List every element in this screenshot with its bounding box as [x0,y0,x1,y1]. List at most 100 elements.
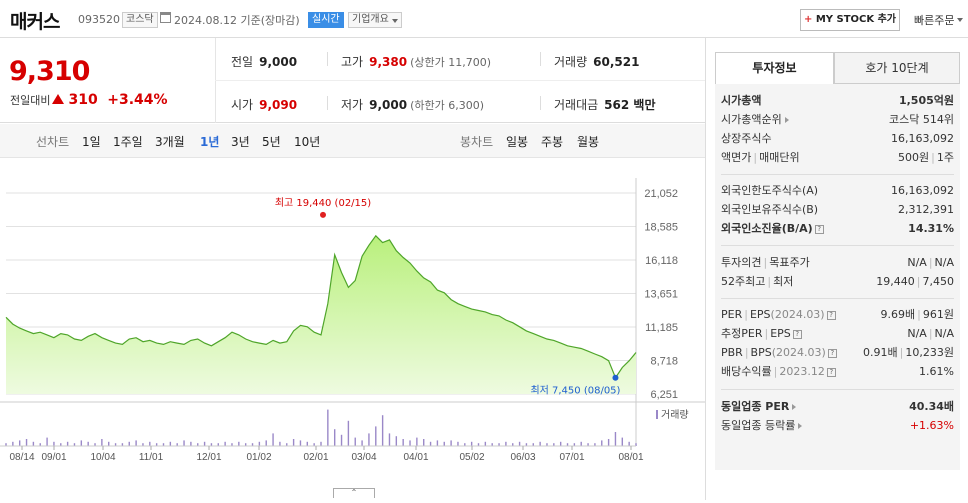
volume-bar [224,441,226,446]
volume-bar [128,441,130,446]
x-tick-label: 01/02 [246,452,271,463]
volume-bar [53,441,55,446]
volume-bar [251,443,254,446]
market-cap-row: 시가총액 1,505억원 [721,94,954,107]
y-tick-label: 16,118 [645,255,678,267]
volume-bar [12,441,14,446]
tab-monthly[interactable]: 월봉 [577,135,600,149]
volume-bar [607,439,610,446]
cap-rank-row[interactable]: 시가총액순위 코스닥 514위 [721,113,954,126]
volume-bar [518,441,521,446]
help-icon[interactable]: ? [814,224,824,234]
volume-bar [94,443,96,446]
volume-bar [135,440,137,446]
volume-bar [73,443,76,446]
volume-bar [333,429,336,446]
stock-code: 093520 [78,13,120,26]
industry-rate-row[interactable]: 동일업종 등락률 +1.63% [721,419,954,432]
volume-bar [553,443,555,446]
tab-weekly[interactable]: 주봉 [541,135,564,149]
volume-bar [66,441,69,446]
current-price: 9,310 [9,56,90,87]
tab-1d[interactable]: 1일 [82,135,101,149]
calendar-icon [160,12,171,23]
volume-bar [279,441,281,446]
volume-bar [402,439,404,446]
invest-info-list: 시가총액 1,505억원 시가총액순위 코스닥 514위 상장주식수 16,163,0… [715,84,960,470]
tab-daily[interactable]: 일봉 [506,135,529,149]
volume-bar [436,440,439,446]
par-value-row: 액면가 | 매매단위 500원 | 1주 [721,151,954,164]
help-icon[interactable]: ? [827,348,837,358]
volume-bar [525,443,528,446]
volume-bar [32,441,35,446]
volume-bar [457,441,459,446]
volume-bar [299,440,302,446]
volume-bar [306,441,309,446]
volume-bar [477,443,480,446]
arrow-right-icon [784,117,789,123]
tab-5y[interactable]: 5년 [262,135,281,149]
volume-bar [25,439,28,446]
volume-bar [347,420,350,446]
volume-bar [532,443,534,446]
quick-order-button[interactable]: 빠른주문 [914,12,963,28]
tab-1w[interactable]: 1주일 [113,135,143,149]
opinion-row: 투자의견 | 목표주가 N/A | N/A [721,256,954,269]
add-mystock-button[interactable]: + MY STOCK 추가 [800,9,900,31]
volume-bar [258,441,261,446]
volume-bar [443,441,445,446]
volume-bar [580,441,582,446]
help-icon[interactable]: ? [826,310,836,320]
industry-per-row[interactable]: 동일업종 PER 40.34배 [721,400,954,413]
x-tick-label: 10/04 [90,452,115,463]
volume-bar [114,443,117,446]
collapse-toggle-button[interactable]: ⌃ [333,488,375,498]
tab-orderbook[interactable]: 호가 10단계 [834,52,960,84]
arrow-right-icon [792,404,797,410]
volume-legend-swatch [656,410,658,419]
company-overview-dropdown[interactable]: 기업개요 [348,12,402,28]
up-arrow-icon [52,94,65,104]
tab-invest-info[interactable]: 투자정보 [715,52,834,84]
tab-3m[interactable]: 3개월 [155,135,185,149]
volume-bar [559,441,562,446]
volume-legend-label: 거래량 [661,409,689,421]
volume-bar [601,440,603,446]
tab-3y[interactable]: 3년 [231,135,250,149]
volume-bar [121,443,124,446]
stock-name: 매커스 [10,11,60,33]
help-icon[interactable]: ? [792,329,802,339]
volume-bar [244,443,247,446]
price-change: 전일대비 310 +3.44% [10,92,168,108]
volume-bar [108,441,110,446]
est-per-row: 추정PER | EPS? N/A | N/A [721,327,954,340]
x-tick-label: 04/01 [403,452,428,463]
y-tick-label: 11,185 [645,322,678,334]
y-tick-label: 6,251 [650,389,678,401]
volume-bar [594,443,596,446]
low-point [612,374,619,381]
price-chart[interactable]: 21,052 18,585 16,118 13,651 11,185 8,718 6,251… [0,158,705,500]
price-area [6,235,636,394]
chart-period-tabs: 선차트 1일 1주일 3개월 1년 3년 5년 10년 봉차트 일봉 주봉 월봉 [0,124,705,158]
volume-bar [429,441,432,446]
help-icon[interactable]: ? [826,367,836,377]
tab-1y[interactable]: 1년 [200,135,220,149]
x-tick-label: 03/04 [351,452,376,463]
listed-shares-row: 상장주식수 16,163,092 [721,132,954,145]
volume-bar [231,443,233,446]
x-tick-label: 05/02 [459,452,484,463]
tab-10y[interactable]: 10년 [294,135,321,149]
volume-bar [484,441,487,446]
high-label: 최고 19,440 (02/15) [275,197,371,209]
volume-bar [368,433,370,446]
volume-bar [464,443,466,446]
foreign-limit-row: 외국인한도주식수(A) 16,163,092 [721,184,954,197]
week52-row: 52주최고 | 최저 19,440 | 7,450 [721,275,954,288]
realtime-badge[interactable]: 실시간 [308,12,344,28]
volume-bar [142,443,144,446]
volume-bar [628,441,630,446]
volume-bar [450,440,452,446]
volume-bar [505,441,507,446]
